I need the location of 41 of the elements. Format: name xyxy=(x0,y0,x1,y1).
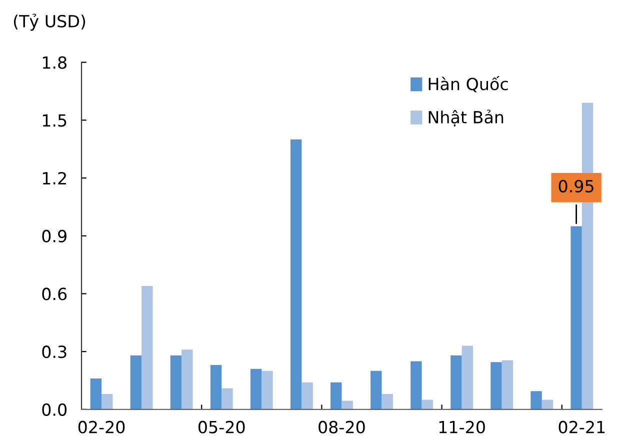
bar xyxy=(210,365,222,410)
y-axis-title: (Tỷ USD) xyxy=(14,14,86,31)
bar xyxy=(450,355,462,410)
bar xyxy=(142,286,153,410)
bar xyxy=(130,355,142,410)
bar xyxy=(90,378,102,410)
y-tick-label: 0.3 xyxy=(42,346,66,358)
x-tick-label: 11-20 xyxy=(439,420,485,434)
legend-label: Nhật Bản xyxy=(428,110,504,126)
bar xyxy=(370,370,382,410)
y-tick-label: 1.2 xyxy=(42,172,66,184)
bar xyxy=(422,400,433,410)
y-tick-label: 1.5 xyxy=(42,114,66,127)
bar xyxy=(410,361,422,410)
x-tick-label: 02-20 xyxy=(78,420,125,434)
bar xyxy=(222,388,233,410)
y-tick-label: 0.9 xyxy=(42,230,66,242)
bar xyxy=(102,394,113,410)
bar xyxy=(570,226,582,410)
bar xyxy=(462,346,474,410)
bar xyxy=(182,350,193,410)
legend-label: Hàn Quốc xyxy=(428,76,508,92)
bar xyxy=(530,391,542,410)
bar xyxy=(262,370,273,410)
bar xyxy=(490,362,502,410)
bar xyxy=(342,400,353,410)
bar xyxy=(302,382,313,410)
bar xyxy=(542,400,554,410)
x-tick-label: 02-21 xyxy=(558,420,605,434)
bar xyxy=(502,360,514,410)
x-tick-label: 05-20 xyxy=(198,420,245,434)
bar xyxy=(170,355,182,410)
bar xyxy=(290,139,302,410)
annotation: 0.95 xyxy=(558,180,594,192)
y-tick-label: 1.8 xyxy=(42,56,66,69)
y-tick-label: 0.0 xyxy=(42,403,67,416)
bar xyxy=(382,394,393,410)
bar xyxy=(250,368,262,410)
x-tick-label: 08-20 xyxy=(318,420,365,434)
y-tick-label: 0.6 xyxy=(42,288,67,300)
bar xyxy=(330,382,342,410)
